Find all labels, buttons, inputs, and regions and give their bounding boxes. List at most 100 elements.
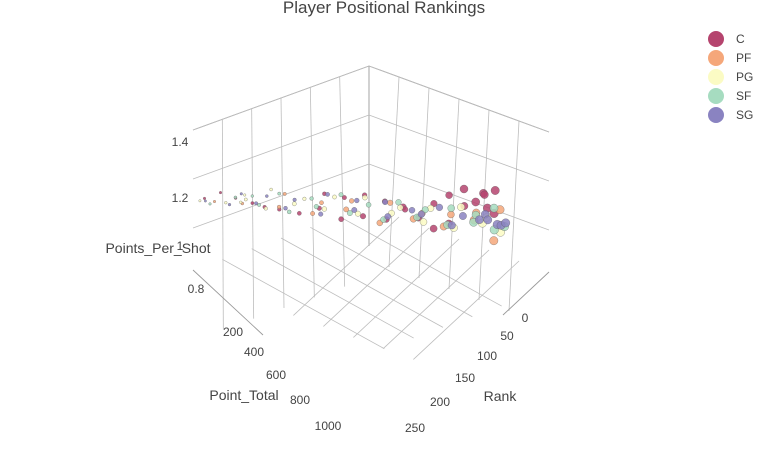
point-c-1[interactable] (219, 191, 222, 195)
point-pg-5[interactable] (321, 206, 327, 212)
x-tick-label: 50 (500, 329, 514, 343)
point-pf-4[interactable] (343, 206, 349, 213)
legend-item-c[interactable]: C (708, 31, 745, 47)
point-pf-15[interactable] (319, 200, 324, 205)
point-sf-1[interactable] (233, 195, 238, 200)
grid-line (192, 114, 370, 180)
point-c-9[interactable] (360, 213, 366, 220)
legend-item-pf[interactable]: PF (708, 50, 751, 66)
chart-title: Player Positional Rankings (283, 0, 485, 17)
point-c-28[interactable] (342, 195, 347, 200)
point-sg-22[interactable] (501, 218, 511, 228)
point-sg-4[interactable] (318, 211, 324, 217)
point-sg-13[interactable] (459, 212, 467, 220)
grid-line (448, 98, 460, 290)
grid-line (508, 120, 520, 312)
point-c-0[interactable] (203, 196, 206, 200)
point-sf-5[interactable] (347, 210, 353, 216)
point-c-13[interactable] (429, 224, 438, 233)
point-pg-20[interactable] (243, 193, 247, 197)
legend-label: PG (736, 70, 753, 84)
legend-marker (708, 31, 724, 47)
point-sf-13[interactable] (447, 204, 455, 212)
point-pg-1[interactable] (224, 201, 228, 205)
point-pg-8[interactable] (419, 218, 428, 226)
y-tick-label: 1000 (315, 419, 342, 433)
point-sf-16[interactable] (365, 202, 372, 208)
point-sf-11[interactable] (489, 203, 499, 213)
point-sf-4[interactable] (313, 204, 319, 210)
point-sg-1[interactable] (227, 203, 232, 207)
point-pf-0[interactable] (213, 200, 216, 203)
point-sg-9[interactable] (475, 215, 484, 224)
point-c-21[interactable] (480, 190, 489, 199)
point-sg-18[interactable] (325, 192, 330, 197)
point-sf-20[interactable] (250, 194, 254, 198)
grid-line (368, 163, 550, 231)
point-sg-8[interactable] (447, 221, 456, 230)
grid-line (383, 249, 490, 349)
point-pf-14[interactable] (349, 198, 355, 204)
point-pg-17[interactable] (332, 194, 337, 200)
point-pg-0[interactable] (198, 199, 202, 203)
legend-item-sf[interactable]: SF (708, 88, 751, 104)
point-pg-15[interactable] (397, 204, 404, 211)
point-sg-16[interactable] (382, 199, 388, 205)
grid-line (310, 226, 473, 318)
point-pg-2[interactable] (244, 197, 248, 202)
point-sf-18[interactable] (309, 196, 314, 201)
point-pf-16[interactable] (282, 192, 287, 196)
point-sg-19[interactable] (292, 197, 297, 202)
point-sg-6[interactable] (384, 213, 392, 220)
legend[interactable]: C PF PG SF SG (708, 31, 753, 123)
box-edge (192, 269, 264, 336)
point-pg-3[interactable] (263, 206, 268, 211)
legend-item-pg[interactable]: PG (708, 69, 753, 85)
point-pg-16[interactable] (362, 194, 368, 201)
point-sg-3[interactable] (283, 206, 288, 211)
y-axis-title: Point_Total (209, 387, 278, 403)
grid-line (368, 65, 550, 133)
point-sf-14[interactable] (421, 206, 429, 214)
point-pf-2[interactable] (277, 204, 282, 210)
point-sf-15[interactable] (395, 199, 402, 206)
point-sg-17[interactable] (354, 197, 360, 204)
point-c-8[interactable] (338, 216, 344, 222)
point-c-19[interactable] (490, 186, 500, 195)
point-sf-3[interactable] (287, 209, 292, 215)
point-pg-19[interactable] (269, 187, 273, 192)
point-pg-18[interactable] (302, 196, 307, 201)
point-c-3[interactable] (250, 201, 255, 205)
point-pf-9[interactable] (489, 236, 499, 246)
point-sg-15[interactable] (408, 207, 416, 214)
legend-item-sg[interactable]: SG (708, 107, 753, 123)
point-sf-0[interactable] (208, 202, 212, 206)
point-c-23[interactable] (445, 191, 453, 199)
point-sf-17[interactable] (338, 192, 344, 198)
z-axis-title: Points_Per_Shot (105, 240, 210, 256)
point-sg-14[interactable] (435, 203, 443, 211)
point-c-15[interactable] (459, 184, 469, 194)
point-pg-21[interactable] (239, 200, 243, 204)
point-pg-4[interactable] (292, 201, 297, 207)
point-sg-7[interactable] (417, 210, 425, 218)
x-tick-label: 0 (522, 311, 529, 325)
point-sg-23[interactable] (483, 215, 493, 225)
x-axis-title: Rank (484, 388, 518, 404)
point-sg-2[interactable] (254, 201, 258, 206)
point-sf-2[interactable] (257, 203, 261, 207)
point-pf-3[interactable] (310, 211, 315, 216)
point-c-6[interactable] (297, 211, 302, 216)
point-pf-13[interactable] (387, 199, 394, 206)
point-c-16[interactable] (471, 197, 480, 207)
point-pf-11[interactable] (447, 210, 455, 219)
point-sg-0[interactable] (204, 199, 207, 203)
point-sg-21[interactable] (239, 192, 243, 196)
point-pg-13[interactable] (457, 203, 465, 211)
point-pg-6[interactable] (355, 210, 361, 217)
point-sg-5[interactable] (351, 207, 358, 213)
point-sg-20[interactable] (265, 194, 269, 198)
z-tick-label: 0.8 (188, 282, 205, 296)
point-sf-19[interactable] (277, 191, 281, 196)
